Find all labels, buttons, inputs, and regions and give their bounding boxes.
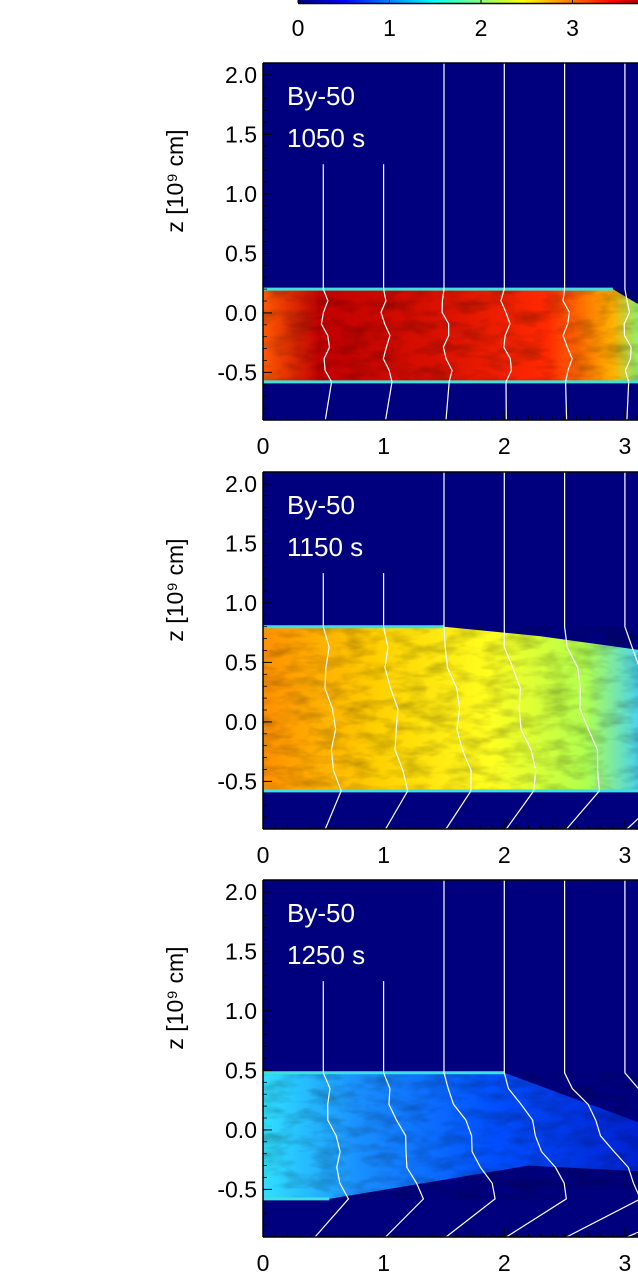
slab-turbulence [263,289,638,382]
x-tick-label: 2 [498,433,511,459]
colorbar-tick-label: 3 [566,15,579,41]
y-axis-label: z [10⁹ cm] [162,538,188,641]
y-tick-label: 0.5 [225,240,257,266]
colorbar-tick-label: 1 [383,15,396,41]
y-tick-label: -0.5 [217,359,257,385]
x-tick-label: 1 [377,842,390,868]
y-tick-label: 1.5 [225,121,257,147]
x-tick-label: 2 [498,1250,511,1276]
field-line [564,880,638,1238]
x-tick-label: 0 [257,842,270,868]
panel-1: 2.0 1.5 1.0 0.5 0.0 -0.5 0 1 2 3 z [10⁹ cm] By-50 10… [162,62,638,459]
y-tick-label: 2.0 [225,879,257,905]
y-tick-label: 0.0 [225,709,257,735]
panel-time: 1150 s [287,532,363,562]
slab-turbulence [263,1072,638,1199]
field-line [443,472,472,830]
y-tick-label: 1.0 [225,590,257,616]
y-axis-label: z [10⁹ cm] [162,129,188,232]
y-tick-label: -0.5 [217,1176,257,1202]
panels: 2.01.51.00.50.0-0.50 1 2 3z [10⁹ cm]By-5010… [162,62,638,1276]
y-tick-label: 1.0 [225,998,257,1024]
y-tick-label: -0.5 [217,768,257,794]
colorbar: 0 1 2 3 [292,0,638,41]
panel-label: By-50 [287,81,355,111]
field-line [383,573,409,830]
x-tick-label: 3 [619,433,632,459]
y-tick-label: 1.5 [225,938,257,964]
x-tick-label: 3 [619,1250,632,1276]
y-tick-label: 0.0 [225,300,257,326]
y-axis-label: z [10⁹ cm] [162,946,188,1049]
field-line [441,63,453,421]
field-line [624,880,638,1238]
field-line [503,472,537,830]
x-tick-label: 1 [377,1250,390,1276]
y-tick-label: 0.5 [225,1057,257,1083]
colorbar-tick-label: 2 [475,15,488,41]
y-tick-label: 0.5 [225,649,257,675]
panel-time: 1050 s [287,123,365,153]
field-line [320,164,333,421]
field-line [383,981,425,1238]
field-line [314,981,350,1238]
colorbar-strip [298,0,638,3]
y-tick-label: 1.0 [225,181,257,207]
x-tick-label: 3 [619,842,632,868]
y-tick-label: 0.0 [225,1117,257,1143]
panel-3: 2.0 1.5 1.0 0.5 0.0 -0.5 0 1 2 3 z [10⁹ cm] By-50 12… [162,879,638,1276]
field-line [503,880,567,1238]
field-line [564,472,601,830]
field-line [322,573,342,830]
panel-label: By-50 [287,490,355,520]
slab-turbulence [263,626,638,791]
x-tick-label: 1 [377,433,390,459]
y-tick-label: 1.5 [225,530,257,556]
field-line [562,63,573,421]
x-tick-label: 0 [257,433,270,459]
panel-label: By-50 [287,898,355,928]
field-line [380,164,393,421]
field-line [624,472,638,830]
x-tick-label: 2 [498,842,511,868]
field-line [500,63,513,421]
field-line [623,63,632,421]
panel-time: 1250 s [287,940,365,970]
y-tick-label: 2.0 [225,471,257,497]
field-line [443,880,496,1238]
colorbar-tick-label: 0 [292,15,305,41]
x-tick-label: 0 [257,1250,270,1276]
panel-2: 2.0 1.5 1.0 0.5 0.0 -0.5 0 1 2 3 z [10⁹ cm] By-50 11… [162,471,638,868]
y-tick-label: 2.0 [225,62,257,88]
